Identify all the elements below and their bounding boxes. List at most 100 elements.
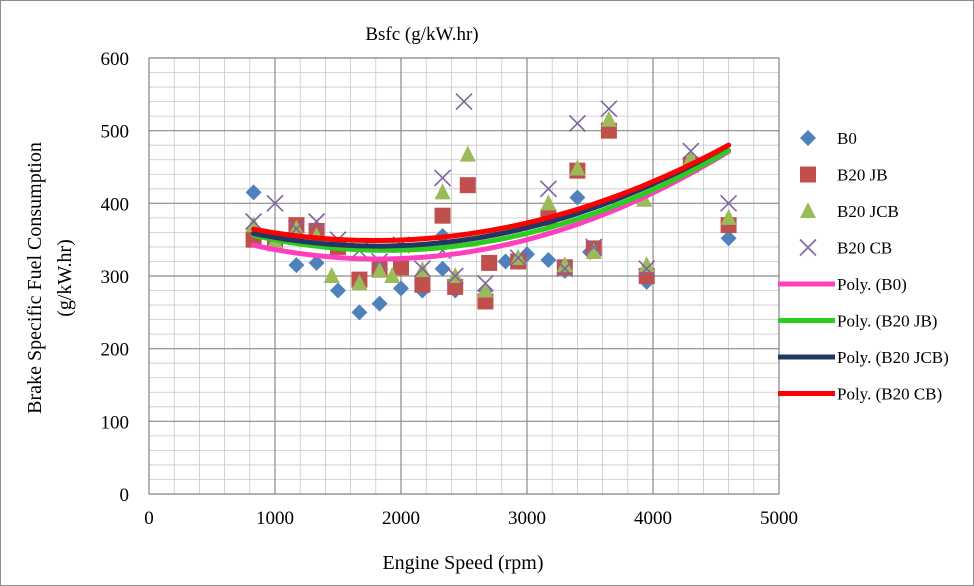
x-marker-stroke [266, 194, 284, 212]
x-axis-title: Engine Speed (rpm) [382, 552, 543, 574]
data-point [477, 281, 494, 298]
y-tick-labels: 0 100 200 300 400 500 600 [101, 49, 130, 506]
data-point [371, 295, 388, 312]
legend-entry: Poly. (B20 CB) [778, 385, 942, 404]
data-point [371, 261, 388, 278]
data-point [585, 238, 603, 256]
data-point [434, 207, 451, 224]
y-tick-label: 500 [101, 122, 130, 143]
x-marker-stroke [308, 212, 326, 231]
x-marker-stroke [413, 260, 431, 278]
data-point [638, 260, 656, 278]
data-point [245, 184, 262, 201]
y-tick-label: 100 [101, 412, 130, 433]
trendline-poly-b20-jb [251, 147, 732, 253]
major-gridlines [148, 57, 780, 495]
trendlines [251, 142, 732, 262]
data-point [446, 267, 464, 285]
data-point [288, 257, 305, 274]
x-marker-stroke [509, 249, 527, 267]
data-point [414, 276, 431, 293]
data-point [569, 159, 586, 176]
data-point [600, 100, 618, 118]
x-marker-stroke [245, 212, 263, 231]
data-point [323, 267, 340, 283]
chart-title: Bsfc (g/kW.hr) [365, 24, 478, 45]
legend-entry: Poly. (B0) [778, 275, 907, 294]
legend-label: B20 JCB [837, 202, 899, 221]
x-marker-stroke [600, 100, 618, 118]
data-point [459, 145, 476, 162]
data-point [540, 194, 557, 211]
legend-entry: B0 [800, 129, 857, 148]
x-marker-stroke [568, 114, 586, 132]
data-point [459, 177, 476, 194]
legend-entry: B20 CB [799, 238, 892, 258]
legend-label: Poly. (B0) [837, 275, 907, 294]
data-point [245, 212, 263, 231]
data-point [351, 304, 368, 321]
y-tick-label: 0 [120, 485, 130, 506]
data-point [393, 259, 409, 276]
data-point [600, 110, 617, 127]
x-tick-label: 2000 [382, 508, 420, 529]
data-point [638, 256, 655, 273]
x-marker-stroke [556, 260, 574, 278]
x-marker-stroke [720, 194, 738, 212]
legend-label: Poly. (B20 JCB) [837, 348, 949, 367]
data-point [434, 183, 451, 200]
x-marker-stroke [682, 142, 700, 160]
data-point [569, 189, 586, 206]
x-marker-stroke [476, 274, 494, 292]
data-point [720, 194, 738, 212]
data-point [720, 208, 737, 225]
series-b20-jb [245, 122, 737, 310]
x-marker-stroke [434, 169, 452, 187]
legend-entry: Poly. (B20 JB) [778, 312, 937, 331]
legend-entry: Poly. (B20 JCB) [778, 348, 949, 367]
data-point [540, 252, 557, 269]
legend-entry: B20 JB [800, 166, 888, 185]
legend-label: B20 JB [837, 166, 888, 185]
x-marker-stroke [585, 238, 603, 256]
data-point [351, 274, 368, 291]
legend-marker [800, 166, 816, 183]
data-point [556, 256, 573, 273]
data-point [455, 93, 473, 111]
legend-label: B20 CB [837, 239, 892, 258]
legend-label: Poly. (B20 CB) [837, 385, 942, 404]
legend-marker [800, 202, 816, 218]
data-point [393, 280, 409, 297]
x-tick-label: 4000 [634, 508, 672, 529]
x-marker-stroke [799, 238, 817, 257]
data-point [556, 260, 574, 278]
data-point [519, 246, 535, 263]
legend-label: B0 [837, 129, 857, 148]
y-axis-title-line-2: (g/kW.hr) [54, 239, 76, 317]
data-point [539, 180, 557, 198]
legend: B0 B20 JB B20 JCB B20 CB Poly. (B0) Poly. (B2… [778, 129, 949, 404]
trendline-poly-b20-cb [251, 142, 732, 243]
y-axis-title-line-1: Brake Specific Fuel Consumption [24, 142, 46, 414]
y-tick-label: 300 [101, 267, 130, 288]
y-tick-label: 400 [101, 194, 130, 215]
legend-label: Poly. (B20 JB) [837, 312, 937, 331]
plot-area-border [148, 57, 780, 495]
data-point [585, 243, 602, 260]
data-points [245, 93, 738, 321]
x-tick-label: 3000 [508, 508, 546, 529]
data-point [434, 260, 451, 277]
data-point [434, 169, 452, 187]
data-point [413, 260, 431, 278]
data-point [720, 230, 737, 247]
data-point [568, 114, 586, 132]
x-marker-stroke [455, 93, 473, 111]
data-point [497, 253, 514, 270]
data-point [509, 249, 527, 267]
y-tick-label: 200 [101, 340, 130, 361]
x-tick-label: 5000 [760, 508, 798, 529]
x-marker-stroke [539, 180, 557, 198]
legend-marker [800, 130, 816, 146]
data-point [481, 254, 498, 271]
